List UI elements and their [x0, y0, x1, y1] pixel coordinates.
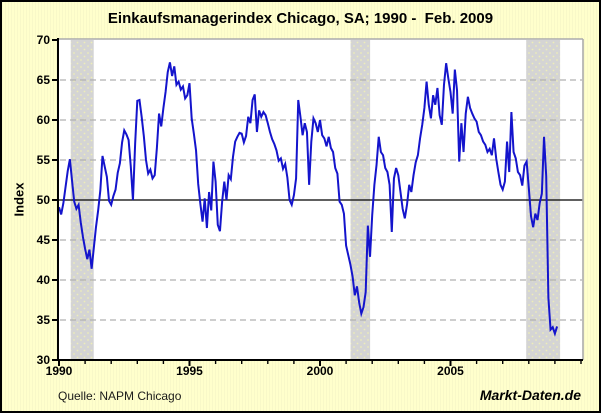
data-line	[58, 62, 559, 337]
y-tick-label: 35	[36, 313, 50, 327]
source-note: Quelle: NAPM Chicago	[58, 389, 182, 403]
y-tick-label: 65	[36, 73, 50, 87]
watermark: Markt-Daten.de	[479, 387, 581, 403]
chart-title: Einkaufsmanagerindex Chicago, SA; 1990 -…	[107, 10, 494, 27]
y-tick-label: 60	[36, 113, 50, 127]
y-tick-label: 55	[36, 153, 50, 167]
y-tick-label: 30	[36, 353, 50, 367]
y-tick-label: 45	[36, 233, 50, 247]
y-tick-label: 40	[36, 273, 50, 287]
x-tick-label: 1990	[45, 364, 73, 378]
x-tick-label: 2005	[437, 364, 464, 378]
y-tick-label: 70	[36, 33, 50, 47]
x-tick-label: 1995	[176, 364, 203, 378]
y-tick-label: 50	[36, 193, 50, 207]
x-tick-label: 2000	[306, 364, 334, 378]
